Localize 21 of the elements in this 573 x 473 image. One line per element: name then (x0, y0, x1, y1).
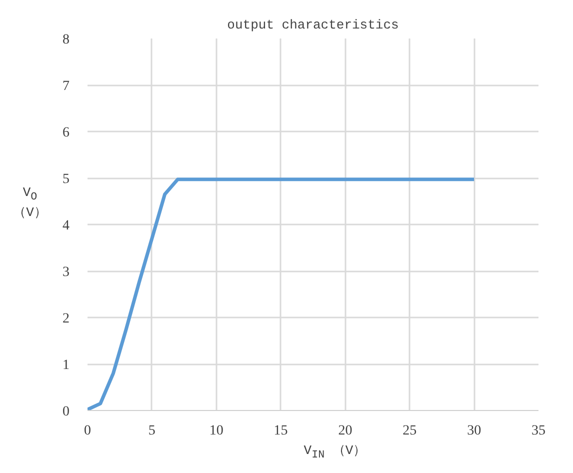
x-tick-label: 30 (467, 424, 482, 438)
y-tick-label: 2 (62, 312, 70, 326)
x-tick-label: 25 (402, 424, 417, 438)
y-tick-label: 0 (62, 404, 70, 420)
x-tick-label: 10 (209, 424, 224, 438)
y-tick-label: 4 (62, 218, 70, 234)
line-series (88, 178, 476, 410)
x-tick-label: 5 (148, 424, 156, 438)
x-tick-label: 0 (84, 424, 91, 438)
chart-title: output characteristics (227, 18, 399, 32)
y-tick-label: 5 (62, 172, 70, 187)
y-tick-label: 8 (62, 32, 70, 48)
y-axis-title: V$_{O}$ （V） (13, 185, 47, 220)
x-tick-label: 35 (532, 424, 546, 438)
x-tick-label: 20 (338, 424, 352, 438)
y-tick-label: 6 (62, 126, 70, 140)
x-tick-label: 15 (274, 424, 288, 438)
x-axis-title: V$_{IN}$ （V） (304, 443, 366, 463)
y-tick-label: 7 (62, 79, 70, 94)
y-tick-label: 1 (62, 358, 70, 373)
y-tick-label: 3 (62, 265, 70, 280)
